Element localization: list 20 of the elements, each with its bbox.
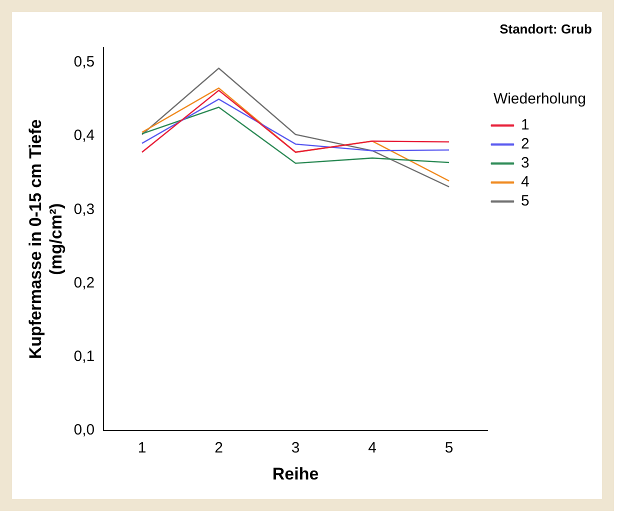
x-axis-title: Reihe bbox=[272, 464, 319, 484]
x-tick-label: 2 bbox=[214, 440, 223, 457]
y-tick-label: 0,2 bbox=[74, 274, 95, 292]
legend-label: 1 bbox=[520, 116, 530, 134]
x-tick-label: 4 bbox=[368, 440, 376, 457]
legend-label: 5 bbox=[520, 192, 530, 210]
legend-label: 3 bbox=[520, 154, 530, 172]
y-tick-label: 0,1 bbox=[74, 348, 95, 366]
x-tick-label: 5 bbox=[444, 440, 454, 457]
text: Standort: Grub bbox=[500, 21, 592, 36]
legend-label: 4 bbox=[520, 174, 530, 191]
y-tick-label: 0,5 bbox=[74, 53, 95, 70]
y-tick-label: 0,3 bbox=[74, 200, 95, 218]
x-tick-label: 1 bbox=[138, 440, 146, 457]
y-tick-label: 0,0 bbox=[74, 422, 95, 439]
y-tick-label: 0,4 bbox=[74, 127, 95, 144]
legend-label: 2 bbox=[520, 136, 530, 153]
legend-title: Wiederholung bbox=[493, 90, 586, 108]
x-tick-label: 3 bbox=[291, 440, 300, 457]
y-axis-title: Kupfermasse in 0-15 cm Tiefe (mg/cm²) bbox=[26, 119, 66, 359]
